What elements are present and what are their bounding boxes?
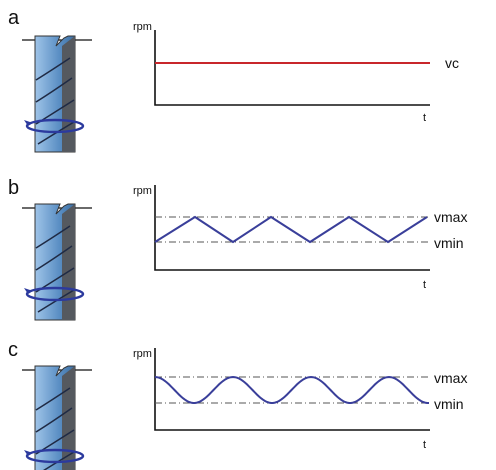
y-axis-label: rpm xyxy=(133,185,152,197)
tool-icon xyxy=(20,364,94,470)
triangle-wave xyxy=(154,215,428,244)
y-axis-label: rpm xyxy=(133,348,152,360)
sine-wave xyxy=(154,375,429,404)
panel-letter: b xyxy=(8,177,19,199)
line-label: vmax xyxy=(434,209,467,225)
tool-icon xyxy=(20,34,94,154)
x-axis-label: t xyxy=(423,439,426,451)
axes xyxy=(154,348,430,431)
panel-letter: c xyxy=(8,339,18,361)
axes xyxy=(154,30,430,106)
line-label: vmin xyxy=(434,235,464,251)
axes xyxy=(154,185,430,271)
panel-letter: a xyxy=(8,7,20,29)
panel-a: a rpm t vc xyxy=(8,7,459,154)
x-axis-label: t xyxy=(423,279,426,291)
y-axis-label: rpm xyxy=(133,21,152,33)
panel-b: b rpm t vmax vmin xyxy=(8,177,467,322)
line-label: vc xyxy=(445,55,459,71)
panel-c: c rpm t vmax vmin xyxy=(8,339,467,470)
line-label: vmin xyxy=(434,396,464,412)
x-axis-label: t xyxy=(423,112,426,124)
line-label: vmax xyxy=(434,370,467,386)
tool-icon xyxy=(20,202,94,322)
